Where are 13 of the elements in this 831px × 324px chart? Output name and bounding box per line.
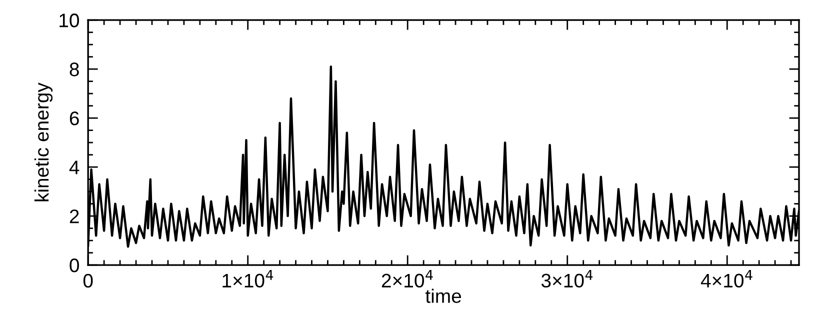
y-tick-label: 8 bbox=[70, 62, 79, 76]
y-tick-label: 10 bbox=[60, 14, 79, 28]
y-tick-label: 6 bbox=[70, 112, 79, 126]
x-tick-label: 0 bbox=[83, 274, 93, 288]
y-tick-label: 0 bbox=[70, 258, 79, 272]
y-tick-label: 4 bbox=[69, 160, 80, 174]
y-tick-label: 2 bbox=[70, 210, 79, 224]
x-axis-title: time bbox=[425, 288, 462, 303]
x-tick-label: 1×10$^{4}$ bbox=[222, 270, 274, 288]
x-tick-label: 2×10$^{4}$ bbox=[382, 270, 433, 288]
x-tick-label: 4×10$^{4}$ bbox=[700, 270, 752, 288]
x-tick-label: 3×10$^{4}$ bbox=[541, 270, 593, 288]
y-axis-title: kinetic energy bbox=[34, 82, 53, 202]
